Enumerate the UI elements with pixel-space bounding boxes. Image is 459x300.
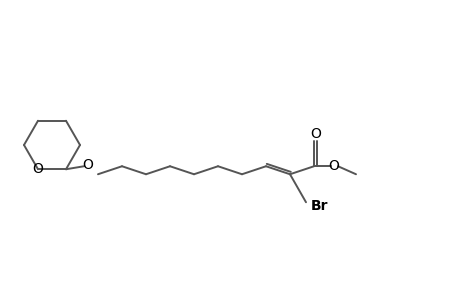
Text: O: O — [82, 158, 93, 172]
Text: O: O — [33, 162, 43, 176]
Text: O: O — [328, 159, 339, 173]
Text: O: O — [309, 127, 320, 141]
Text: Br: Br — [310, 199, 328, 213]
